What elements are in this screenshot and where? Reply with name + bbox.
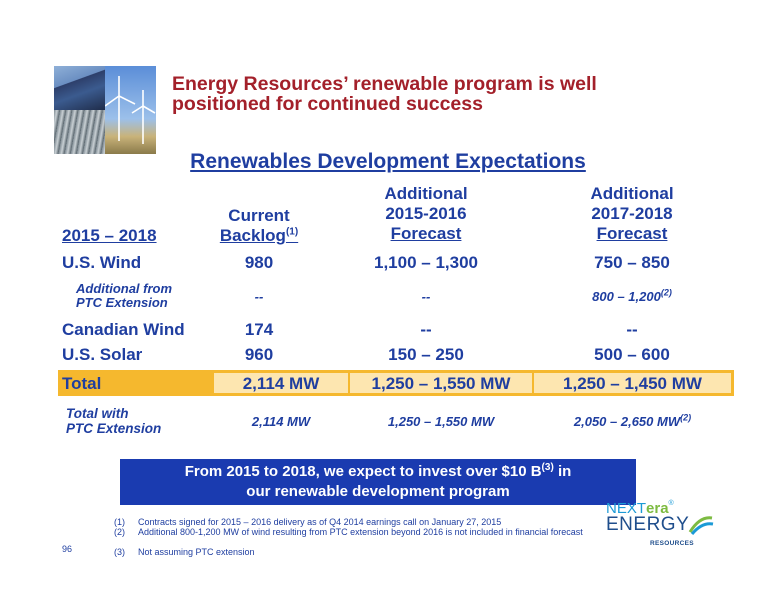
wind-turbines-photo	[105, 66, 156, 154]
col-header-2017-2018: Additional 2017-2018 Forecast	[590, 184, 674, 243]
solar-panels-photo	[54, 66, 105, 110]
total-row-bar	[58, 370, 734, 396]
logo-swoosh-icon	[688, 516, 714, 535]
nextera-energy-resources-logo: NEXTera® ENERGY RESOURCES	[606, 500, 716, 552]
col-header-period: 2015 – 2018	[62, 226, 157, 245]
page-title: Energy Resources’ renewable program is w…	[172, 73, 597, 115]
header-photo-collage	[54, 66, 156, 154]
col-header-backlog: Current Backlog(1)	[219, 206, 299, 245]
col-header-2015-2016: Additional 2015-2016 Forecast	[384, 184, 468, 243]
logo-wordmark: NEXTera®	[606, 500, 674, 517]
page-number: 96	[62, 544, 73, 554]
investment-callout: From 2015 to 2018, we expect to invest o…	[120, 459, 636, 505]
section-subtitle: Renewables Development Expectations	[190, 150, 586, 173]
turbine-blades-photo	[54, 110, 105, 154]
